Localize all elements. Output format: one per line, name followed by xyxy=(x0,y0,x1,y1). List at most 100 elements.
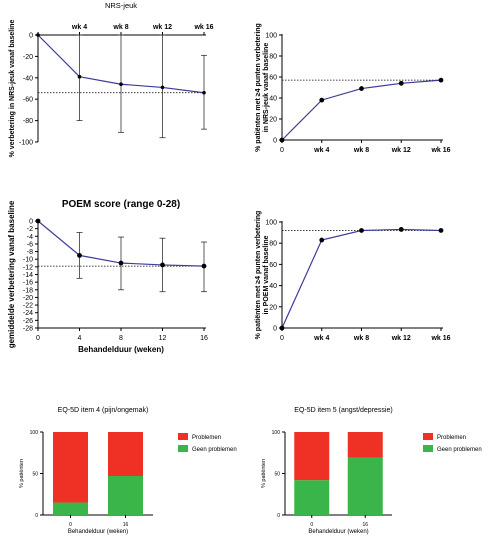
data-point xyxy=(359,86,364,91)
bar-segment xyxy=(108,432,143,476)
data-point xyxy=(118,260,124,266)
x-tick-label: wk 4 xyxy=(313,335,329,342)
chart-nrs_mean: 0 -20 -40 -60 -80 -100 wk 4 wk 8 wk 12 wk 16 NRS-j… xyxy=(9,1,214,157)
data-point xyxy=(279,137,285,143)
data-point xyxy=(77,74,82,79)
y-axis-label: % patiënten xyxy=(261,459,267,488)
y-tick-label: -24 xyxy=(23,310,33,317)
y-tick-label: -60 xyxy=(23,97,33,104)
chart-title: NRS-jeuk xyxy=(105,1,137,10)
x-tick-label: wk 12 xyxy=(391,147,411,154)
data-point xyxy=(398,227,404,232)
y-axis-label: % patiënten xyxy=(19,459,25,488)
data-point xyxy=(201,263,207,269)
chart-eq5d_item5: 0 50 100 0 16 EQ-5D item 5 (angst/depressie) B… xyxy=(261,407,482,535)
legend-swatch xyxy=(178,445,188,452)
y-tick-label: -14 xyxy=(23,272,33,279)
x-axis-label: Behandelduur (weken) xyxy=(308,529,368,535)
chart-eq5d_item4: 0 50 100 0 16 EQ-5D item 4 (pijn/ongemak) Beha… xyxy=(19,407,237,535)
x-tick-label: 8 xyxy=(119,335,123,342)
chart-title: EQ-5D item 4 (pijn/ongemak) xyxy=(58,407,149,414)
y-tick-label: 0 xyxy=(273,326,277,333)
y-tick-label: 80 xyxy=(269,241,277,248)
x-tick-label: 16 xyxy=(200,335,208,342)
x-tick-label: 16 xyxy=(123,522,129,528)
y-tick-label: -4 xyxy=(27,234,33,241)
y-tick-label: 50 xyxy=(32,472,38,478)
chart-title: EQ-5D item 5 (angst/depressie) xyxy=(294,407,392,414)
y-tick-label: -26 xyxy=(23,318,33,325)
y-tick-label: -2 xyxy=(27,226,33,233)
data-point xyxy=(160,85,165,90)
x-tick-label: 0 xyxy=(36,335,40,342)
data-point xyxy=(359,228,364,233)
bar-segment xyxy=(53,502,88,515)
y-tick-label: 100 xyxy=(265,33,277,40)
y-tick-label: 80 xyxy=(269,54,277,61)
x-tick-label: 0 xyxy=(280,147,284,154)
x-tick-label: 16 xyxy=(362,522,368,528)
x-tick-label: wk 16 xyxy=(430,335,450,342)
x-tick-label: 4 xyxy=(78,335,82,342)
chart-poem_mean: 0-2-4-6-8-10-12-14-16-18-20-22-24-26-280… xyxy=(7,199,208,354)
bar-segment xyxy=(294,432,330,481)
x-tick-label: wk 8 xyxy=(353,147,369,154)
y-tick-label: -40 xyxy=(23,75,33,82)
chart-title: POEM score (range 0-28) xyxy=(62,199,180,210)
x-tick-label: wk 16 xyxy=(193,24,213,31)
x-tick-label: 0 xyxy=(310,522,313,528)
x-tick-label: wk 8 xyxy=(112,24,128,31)
y-tick-label: 60 xyxy=(269,262,277,269)
y-tick-label: -6 xyxy=(27,241,33,248)
legend-label: Geen problemen xyxy=(437,447,482,453)
data-point xyxy=(438,228,444,233)
y-tick-label: 40 xyxy=(269,96,277,103)
bar-segment xyxy=(108,475,143,515)
legend-swatch xyxy=(423,445,433,452)
y-tick-label: 20 xyxy=(269,304,277,311)
legend: Problemen Geen problemen xyxy=(178,433,237,453)
y-tick-label: 60 xyxy=(269,75,277,82)
legend: Problemen Geen problemen xyxy=(423,433,482,453)
y-tick-label: 0 xyxy=(35,513,38,519)
data-point xyxy=(119,82,123,87)
y-tick-label: -100 xyxy=(19,140,33,147)
bar-segment xyxy=(347,457,383,515)
x-axis-label: Behandelduur (weken) xyxy=(68,529,128,535)
chart-poem_pct: 0 20 40 60 80 100 0 wk 4 wk 8 wk 12 wk 16 % patiënt… xyxy=(255,211,451,342)
x-tick-label: 0 xyxy=(69,522,72,528)
data-point xyxy=(319,97,325,103)
y-tick-label: 0 xyxy=(277,513,280,519)
bar-segment xyxy=(53,432,88,503)
y-axis-label: % patiënten met ≥4 punten verbetering xyxy=(255,211,262,340)
y-tick-label: 0 xyxy=(29,33,33,40)
y-tick-label: -10 xyxy=(23,257,33,264)
y-axis-label: in POEM vanaf baseline xyxy=(263,235,270,314)
y-tick-label: -80 xyxy=(23,118,33,125)
legend-label: Geen problemen xyxy=(192,447,237,453)
data-point xyxy=(35,218,41,224)
x-tick-label: wk 8 xyxy=(353,335,369,342)
bar-segment xyxy=(294,480,330,515)
legend-swatch xyxy=(178,433,188,440)
y-tick-label: 0 xyxy=(29,219,33,226)
y-tick-label: -20 xyxy=(23,54,33,61)
y-tick-label: 100 xyxy=(265,220,277,227)
x-tick-label: wk 12 xyxy=(152,24,172,31)
data-point xyxy=(36,33,40,37)
legend-swatch xyxy=(423,433,433,440)
data-point xyxy=(319,237,325,243)
y-tick-label: 100 xyxy=(30,430,39,436)
x-tick-label: wk 4 xyxy=(313,147,329,154)
y-tick-label: 100 xyxy=(272,430,281,436)
y-tick-label: -28 xyxy=(23,326,33,333)
y-tick-label: 0 xyxy=(273,138,277,145)
x-tick-label: wk 4 xyxy=(71,24,87,31)
data-point xyxy=(438,77,444,83)
chart-nrs_pct: 0 20 40 60 80 100 0 wk 4 wk 8 wk 12 wk 16 % patiënt… xyxy=(255,23,451,154)
y-axis-label: % patiënten met ≥4 punten verbetering xyxy=(255,23,262,152)
y-axis-label: in NRS-jeuk vanaf baseline xyxy=(263,43,270,133)
series-line xyxy=(281,228,442,329)
legend-label: Problemen xyxy=(192,435,221,441)
